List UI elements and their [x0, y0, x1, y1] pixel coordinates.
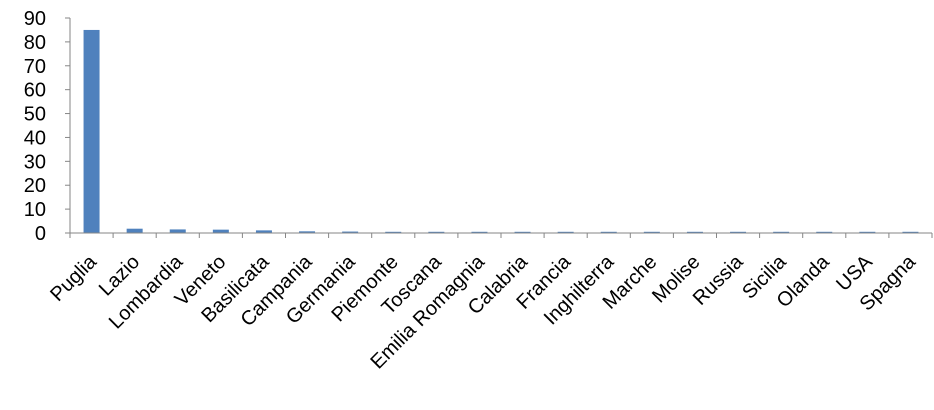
- y-tick-label: 10: [24, 199, 46, 221]
- x-category-label: Russia: [689, 250, 748, 309]
- y-tick-label: 60: [24, 80, 46, 102]
- y-tick-label: 30: [24, 151, 46, 173]
- bar-basilicata: [255, 230, 272, 233]
- bar-usa: [859, 231, 876, 233]
- bar-francia: [557, 231, 574, 233]
- y-tick-label: 40: [24, 127, 46, 149]
- bar-piemonte: [385, 231, 402, 233]
- y-tick-label: 80: [24, 32, 46, 54]
- bar-russia: [730, 231, 747, 233]
- bar-campania: [299, 231, 316, 233]
- bar-toscana: [428, 231, 445, 233]
- bar-calabria: [514, 231, 531, 233]
- bar-inghilterra: [600, 231, 617, 233]
- bar-veneto: [212, 229, 229, 233]
- bar-olanda: [816, 231, 833, 233]
- y-tick-label: 50: [24, 104, 46, 126]
- bar-emilia-romagnia: [471, 231, 488, 233]
- y-tick-label: 70: [24, 56, 46, 78]
- bar-lombardia: [169, 229, 186, 233]
- x-category-label: Puglia: [46, 250, 101, 305]
- bar-germania: [342, 231, 359, 233]
- y-tick-label: 0: [35, 223, 46, 245]
- y-tick-label: 90: [24, 8, 46, 30]
- bar-lazio: [126, 228, 143, 233]
- bar-molise: [686, 231, 703, 233]
- bar-spagna: [902, 231, 919, 233]
- bar-puglia: [83, 29, 100, 234]
- bar-sicilia: [773, 231, 790, 233]
- x-axis: PugliaLazioLombardiaVenetoBasilicataCamp…: [46, 232, 933, 373]
- bar-marche: [643, 231, 660, 233]
- bars: [83, 29, 919, 234]
- y-tick-label: 20: [24, 175, 46, 197]
